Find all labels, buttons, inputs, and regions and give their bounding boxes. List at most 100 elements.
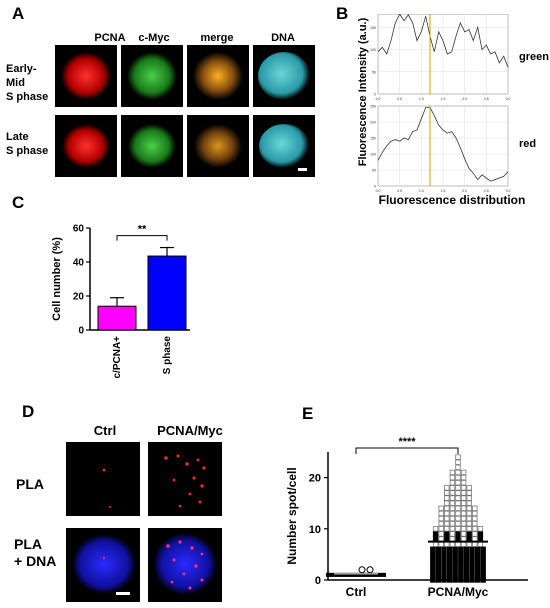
pcna-myc-point [449, 505, 456, 512]
pcna-myc-point [480, 577, 486, 583]
pcna-myc-point [455, 469, 461, 476]
pcna-myc-point [460, 520, 467, 527]
panel-b-letter: B [336, 4, 349, 23]
pcna-myc-point [452, 556, 458, 563]
category-label: S phase [162, 336, 173, 375]
pcna-myc-point [452, 551, 458, 558]
tick-label-x: 1.5 [441, 189, 446, 192]
pcna-myc-point [430, 577, 436, 583]
pcna-myc-point [452, 561, 458, 568]
pcna-myc-point [449, 469, 456, 476]
panel-c-letter: C [12, 193, 25, 212]
pcna-myc-point [466, 500, 472, 506]
pcna-myc-point [455, 480, 461, 486]
pcna-myc-point [449, 490, 456, 496]
pcna-myc-point [449, 500, 456, 506]
pcna-myc-point [460, 490, 467, 496]
column-label-pcna-myc: PCNA/Myc [157, 423, 223, 438]
tick-label-y: 0 [374, 185, 376, 189]
tick-label-x: 2.0 [462, 97, 467, 101]
pcna-myc-point [446, 577, 453, 583]
tick-label-y: 0 [78, 326, 84, 337]
image-pla-pcna-myc [148, 442, 222, 516]
row-label-pla-dna: PLA + DNA [14, 536, 57, 569]
pcna-myc-point [430, 561, 436, 568]
pcna-myc-point [449, 531, 456, 537]
pcna-myc-point [432, 531, 439, 537]
tick-label-x: 3.0 [506, 189, 511, 192]
pcna-myc-point [435, 561, 442, 568]
tick-label-y: 150 [370, 137, 376, 141]
pcna-myc-point [455, 500, 461, 506]
pcna-myc-point [463, 567, 470, 573]
pcna-myc-point [455, 531, 461, 537]
tick-label-y: 20 [309, 473, 321, 485]
pcna-myc-point [455, 474, 461, 481]
pcna-myc-point [472, 531, 478, 537]
pcna-myc-point [480, 572, 486, 578]
pcna-myc-point [469, 567, 475, 573]
pcna-myc-point [430, 546, 436, 552]
tick-label-y: 20 [73, 292, 85, 303]
pcna-myc-point [466, 485, 472, 491]
pcna-myc-point [444, 531, 450, 537]
pcna-myc-point [452, 572, 458, 578]
pcna-myc-point [438, 520, 444, 527]
scatter-chart-e: 0 10 20 Number spot/cell Ctrl PCNA/Myc **** [285, 436, 528, 599]
pcna-myc-point [460, 480, 467, 486]
pcna-myc-point [463, 577, 470, 583]
pcna-myc-point-cloud [430, 454, 486, 583]
pcna-myc-point [458, 561, 464, 568]
pcna-myc-point [472, 515, 478, 522]
pcna-myc-point [438, 510, 444, 517]
tick-label-x: 2.5 [484, 189, 489, 192]
pcna-myc-point [444, 505, 450, 512]
pcna-myc-point [460, 474, 467, 481]
pcna-myc-point [446, 546, 453, 552]
panel-d-letter: D [22, 402, 35, 421]
green-trace-label: green [519, 51, 549, 63]
bar-chart-c: 0 20 40 60 Cell number (%) Myc/PCNA+ S phase ** [51, 224, 190, 378]
pcna-myc-point [472, 526, 478, 532]
pcna-myc-point [463, 551, 470, 558]
y-axis-label-e: Number spot/cell [285, 467, 299, 564]
ctrl-point-cluster [326, 572, 386, 577]
pcna-myc-point [477, 531, 484, 537]
pcna-myc-point [449, 480, 456, 486]
pcna-myc-point [432, 526, 439, 532]
pcna-myc-point [449, 485, 456, 491]
pcna-myc-point [446, 567, 453, 573]
tick-label-y: 60 [73, 224, 85, 235]
scale-bar-a [298, 168, 307, 171]
pcna-myc-point [435, 577, 442, 583]
profile-line-green [377, 14, 509, 68]
pcna-myc-point [430, 572, 436, 578]
pcna-myc-point [480, 567, 486, 573]
tick-label-x: 1.0 [419, 97, 424, 101]
tick-label-y: 150 [370, 26, 376, 30]
y-axis-label-c: Cell number (%) [51, 237, 63, 321]
pcna-myc-point [460, 526, 467, 532]
ctrl-point [366, 566, 374, 574]
pcna-myc-point [435, 556, 442, 563]
pcna-myc-point [466, 515, 472, 522]
row-label-early-mid: Early-Mid S phase [6, 63, 49, 103]
panel-b-xlabel: Fluorescence distribution [378, 193, 526, 207]
pcna-myc-point [455, 454, 461, 460]
pcna-myc-point [430, 567, 436, 573]
tick-label-x: 2.5 [484, 97, 489, 101]
pcna-myc-point [441, 556, 447, 563]
pcna-myc-point [438, 531, 444, 537]
significance-label-e: **** [398, 436, 416, 448]
pcna-myc-point [449, 520, 456, 527]
pcna-myc-point [472, 510, 478, 517]
tick-label-x: 1.5 [441, 97, 446, 101]
row-label-pla: PLA [16, 476, 44, 492]
pcna-myc-point [474, 567, 481, 573]
pcna-myc-point [466, 526, 472, 532]
panel-e-letter: E [302, 404, 314, 423]
pcna-myc-point [455, 459, 461, 465]
micrograph-grid-a [55, 45, 315, 177]
pcna-myc-point [452, 567, 458, 573]
ctrl-point [358, 566, 366, 574]
